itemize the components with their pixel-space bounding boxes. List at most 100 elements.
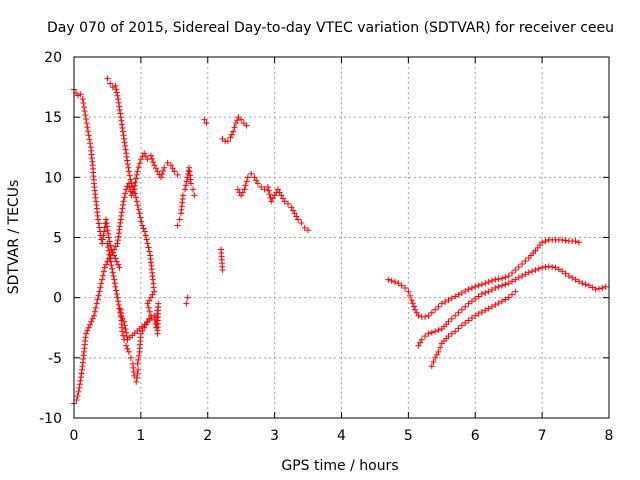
data-point bbox=[113, 287, 120, 294]
data-point bbox=[186, 164, 193, 171]
data-point bbox=[589, 284, 596, 291]
data-point bbox=[159, 171, 166, 178]
data-point bbox=[146, 297, 153, 304]
data-point bbox=[141, 228, 148, 235]
data-point bbox=[545, 263, 552, 270]
data-point bbox=[115, 99, 122, 106]
data-point bbox=[562, 237, 569, 244]
data-point bbox=[183, 178, 190, 185]
data-point bbox=[84, 327, 91, 334]
data-point bbox=[243, 178, 250, 185]
data-point bbox=[122, 146, 129, 153]
data-point bbox=[96, 288, 103, 295]
data-point bbox=[104, 227, 111, 234]
data-point bbox=[432, 354, 439, 361]
data-point bbox=[135, 206, 142, 213]
y-tick-label: 20 bbox=[44, 50, 62, 66]
data-point bbox=[122, 190, 129, 197]
data-point bbox=[98, 280, 105, 287]
data-point bbox=[126, 184, 133, 191]
data-point bbox=[117, 309, 124, 316]
data-point bbox=[95, 292, 102, 299]
data-point bbox=[468, 315, 475, 322]
data-point bbox=[242, 182, 249, 189]
data-point bbox=[94, 296, 101, 303]
data-point bbox=[114, 294, 121, 301]
data-point bbox=[495, 276, 502, 283]
data-point bbox=[458, 289, 465, 296]
data-point bbox=[465, 317, 472, 324]
data-point bbox=[112, 283, 119, 290]
data-point bbox=[295, 216, 302, 223]
grid bbox=[74, 57, 609, 418]
data-point bbox=[123, 153, 130, 160]
data-point bbox=[265, 187, 272, 194]
data-point bbox=[187, 172, 194, 179]
data-point bbox=[79, 96, 86, 103]
data-point bbox=[485, 288, 492, 295]
data-point bbox=[105, 247, 112, 254]
data-point bbox=[96, 224, 103, 231]
data-point bbox=[136, 210, 143, 217]
data-point bbox=[109, 269, 116, 276]
data-point bbox=[117, 110, 124, 117]
data-point bbox=[472, 283, 479, 290]
data-point bbox=[442, 298, 449, 305]
data-point bbox=[435, 327, 442, 334]
data-point bbox=[452, 293, 459, 300]
data-point bbox=[124, 345, 131, 352]
data-point bbox=[482, 307, 489, 314]
data-point bbox=[422, 333, 429, 340]
data-point bbox=[92, 304, 99, 311]
data-point bbox=[432, 328, 439, 335]
y-tick-label: 0 bbox=[53, 291, 62, 307]
data-point bbox=[116, 103, 123, 110]
data-point bbox=[485, 305, 492, 312]
data-point bbox=[146, 248, 153, 255]
data-point bbox=[123, 329, 130, 336]
y-tick-label: 15 bbox=[44, 110, 62, 126]
data-point bbox=[112, 243, 119, 250]
data-point bbox=[448, 295, 455, 302]
data-point bbox=[515, 274, 522, 281]
data-point bbox=[392, 279, 398, 286]
data-point bbox=[134, 360, 141, 367]
data-point bbox=[385, 276, 392, 283]
plot-frame bbox=[73, 56, 610, 419]
data-point bbox=[468, 285, 475, 292]
data-point bbox=[118, 121, 125, 128]
data-point bbox=[291, 210, 298, 217]
data-point bbox=[141, 150, 148, 157]
data-point bbox=[535, 265, 542, 272]
data-point bbox=[118, 212, 125, 219]
data-point bbox=[103, 261, 110, 268]
axis-ticks: 0 1 2 3 4 5 6 7 8 -10 -5 0 5 10 15 20 bbox=[39, 50, 613, 444]
data-point bbox=[161, 164, 168, 171]
data-point bbox=[138, 218, 145, 225]
data-point bbox=[445, 333, 452, 340]
data-point bbox=[428, 329, 435, 336]
data-point bbox=[552, 264, 559, 271]
data-point bbox=[478, 291, 485, 298]
data-point bbox=[117, 312, 124, 319]
data-point bbox=[149, 291, 156, 298]
data-point bbox=[290, 207, 297, 214]
data-point bbox=[402, 285, 409, 292]
data-point bbox=[119, 128, 126, 135]
y-axis-title: SDTVAR / TECUs bbox=[6, 180, 22, 295]
data-point bbox=[482, 280, 489, 287]
data-point bbox=[239, 189, 246, 196]
data-point bbox=[122, 325, 129, 332]
data-point bbox=[133, 171, 140, 178]
data-point bbox=[502, 296, 509, 303]
data-point bbox=[88, 318, 95, 325]
data-point bbox=[438, 300, 445, 307]
data-point bbox=[134, 202, 141, 209]
data-point bbox=[572, 238, 579, 245]
data-point bbox=[95, 216, 102, 223]
data-point bbox=[147, 152, 154, 159]
x-tick-label: 1 bbox=[136, 428, 145, 444]
data-point bbox=[119, 328, 126, 335]
data-point bbox=[224, 138, 231, 145]
data-point bbox=[112, 255, 119, 262]
